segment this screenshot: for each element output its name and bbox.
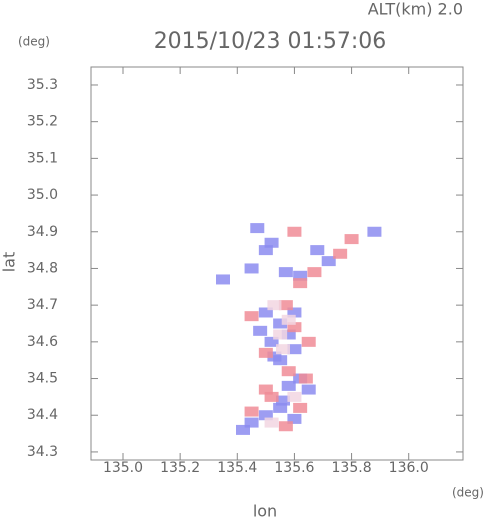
x-tick-label: 135.8 bbox=[332, 460, 372, 476]
y-tick-label: 35.3 bbox=[27, 77, 58, 93]
y-tick-label: 34.7 bbox=[27, 297, 58, 313]
data-patch bbox=[310, 245, 325, 256]
data-patch bbox=[244, 311, 259, 322]
data-patch bbox=[278, 421, 293, 432]
data-patch bbox=[276, 344, 290, 355]
data-patch bbox=[281, 329, 296, 340]
x-tick-label: 135.4 bbox=[217, 460, 257, 476]
y-tick-label: 34.4 bbox=[27, 407, 58, 423]
data-patch bbox=[287, 322, 302, 333]
data-patch bbox=[273, 402, 288, 413]
data-patch bbox=[298, 373, 313, 384]
data-patch bbox=[367, 226, 382, 237]
data-patch bbox=[273, 318, 288, 329]
x-tick-label: 135.2 bbox=[160, 460, 200, 476]
y-tick-label: 34.8 bbox=[27, 260, 58, 276]
data-patch bbox=[287, 413, 302, 424]
data-patch bbox=[293, 402, 308, 413]
data-patch bbox=[244, 263, 259, 274]
chart-subtitle: ALT(km) 2.0 bbox=[368, 0, 463, 19]
data-patch bbox=[258, 410, 273, 421]
data-patch bbox=[253, 325, 268, 336]
data-patch bbox=[258, 245, 273, 256]
data-patch bbox=[293, 278, 308, 289]
chart-title: 2015/10/23 01:57:06 bbox=[154, 29, 387, 54]
data-patch bbox=[333, 248, 348, 259]
data-patch bbox=[273, 329, 288, 340]
data-patch bbox=[244, 417, 259, 428]
data-patch bbox=[287, 226, 302, 237]
data-patch bbox=[244, 406, 259, 417]
x-unit: (deg) bbox=[452, 486, 484, 500]
data-patch bbox=[258, 347, 273, 358]
data-patch bbox=[236, 424, 250, 435]
plot-frame bbox=[90, 66, 464, 461]
y-unit: (deg) bbox=[18, 35, 50, 49]
data-patch bbox=[264, 417, 279, 428]
data-patch bbox=[287, 307, 302, 318]
data-patch bbox=[321, 256, 336, 267]
y-tick-label: 34.3 bbox=[27, 444, 58, 460]
data-patch bbox=[307, 267, 322, 278]
data-patch bbox=[258, 307, 273, 318]
y-tick-label: 34.6 bbox=[27, 334, 58, 350]
data-patch bbox=[276, 395, 290, 406]
y-tick-label: 35.1 bbox=[27, 150, 58, 166]
x-axis-label: lon bbox=[253, 502, 277, 521]
data-patch bbox=[258, 384, 273, 395]
data-patch bbox=[267, 351, 282, 362]
data-patch bbox=[264, 391, 279, 402]
data-patch bbox=[301, 384, 316, 395]
x-tick-label: 135.0 bbox=[103, 460, 143, 476]
y-tick-label: 35.0 bbox=[27, 187, 58, 203]
y-tick-label: 34.9 bbox=[27, 224, 58, 240]
data-patch bbox=[278, 300, 293, 311]
y-tick-label: 34.5 bbox=[27, 371, 58, 387]
data-patch bbox=[264, 336, 279, 347]
data-patch bbox=[281, 366, 296, 377]
data-patch bbox=[216, 274, 230, 285]
data-patch bbox=[287, 391, 302, 402]
data-patch bbox=[250, 223, 265, 234]
data-patch bbox=[264, 237, 279, 248]
data-patch bbox=[278, 267, 293, 278]
data-patch bbox=[344, 234, 359, 245]
data-patch bbox=[293, 270, 308, 281]
data-patch bbox=[281, 314, 296, 325]
data-patch bbox=[301, 336, 316, 347]
y-axis-label: lat bbox=[0, 252, 19, 273]
data-patch bbox=[287, 344, 302, 355]
x-tick-label: 136.0 bbox=[389, 460, 429, 476]
data-patch bbox=[281, 380, 296, 391]
y-tick-label: 35.2 bbox=[27, 114, 58, 130]
x-tick-label: 135.6 bbox=[274, 460, 314, 476]
data-patch bbox=[267, 300, 282, 311]
